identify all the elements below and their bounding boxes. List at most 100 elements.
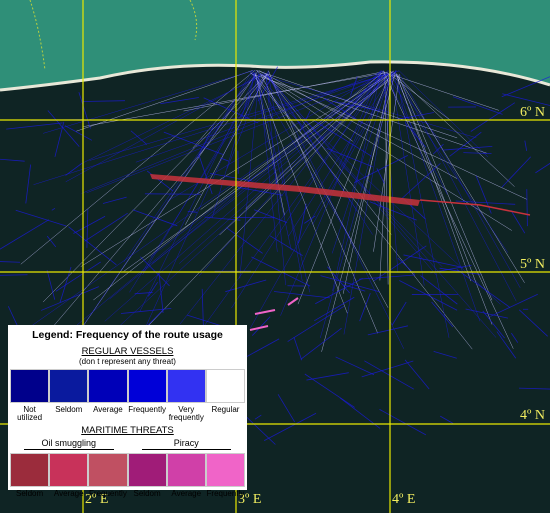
route-line: [39, 70, 382, 356]
vessel-routes: [0, 66, 550, 447]
route-line: [384, 71, 389, 285]
route-line: [293, 336, 303, 361]
route-line: [333, 100, 381, 112]
route-line: [251, 71, 357, 250]
route-line: [250, 72, 443, 267]
legend: Legend: Frequency of the route usage REG…: [8, 325, 247, 498]
legend-swatch: [88, 369, 128, 403]
route-line: [304, 373, 355, 408]
route-line: [220, 157, 229, 162]
route-line: [201, 288, 204, 328]
route-line: [502, 93, 550, 106]
route-line: [367, 325, 409, 336]
route-line: [391, 301, 407, 326]
route-line: [130, 130, 148, 145]
route-line: [257, 66, 279, 102]
route-line: [219, 72, 396, 236]
route-line: [46, 235, 57, 248]
threat-route: [419, 199, 531, 216]
route-line: [255, 74, 311, 293]
route-line: [254, 414, 262, 420]
route-line: [385, 73, 509, 253]
route-line: [439, 415, 454, 424]
legend-groups: Oil smuggling Seldom Average Frequently Pira…: [10, 436, 246, 498]
route-line: [250, 72, 312, 146]
legend-swatch: [205, 369, 246, 403]
route-line: [209, 173, 253, 182]
route-line: [399, 73, 521, 289]
route-line: [81, 70, 384, 194]
legend-swatch: [49, 369, 89, 403]
route-line: [398, 69, 489, 158]
route-line: [384, 74, 448, 195]
route-line: [456, 269, 511, 308]
route-line: [0, 158, 25, 162]
route-line: [501, 76, 550, 98]
route-line: [0, 261, 21, 263]
route-line: [254, 209, 288, 224]
route-line: [15, 209, 67, 227]
legend-label: Seldom: [133, 489, 161, 498]
route-line: [327, 266, 350, 294]
latitude-label: 5º N: [520, 257, 545, 272]
route-line: [147, 281, 159, 297]
legend-swatch: [205, 453, 246, 487]
route-line: [404, 122, 427, 148]
longitude-label: 3º E: [238, 492, 261, 507]
route-line: [83, 100, 125, 102]
route-line: [314, 296, 355, 322]
route-line: [275, 100, 280, 106]
route-line: [449, 131, 482, 157]
route-line: [46, 269, 56, 300]
route-line: [141, 72, 261, 337]
piracy-route: [249, 297, 299, 331]
longitude-label: 4º E: [392, 492, 415, 507]
route-line: [163, 131, 224, 155]
route-line: [42, 74, 267, 303]
route-line: [342, 71, 392, 294]
route-line: [65, 162, 83, 176]
route-line: [501, 156, 532, 188]
route-line: [64, 125, 93, 141]
route-line: [244, 72, 256, 122]
longitude-label: 2º E: [85, 492, 108, 507]
route-line: [274, 291, 330, 299]
legend-swatch: [166, 369, 206, 403]
land: [0, 0, 550, 90]
legend-item: Regular: [205, 369, 246, 422]
route-line: [255, 74, 473, 350]
route-line: [482, 310, 505, 339]
legend-label: Frequently: [206, 489, 245, 498]
route-line: [524, 140, 528, 152]
route-line: [178, 70, 397, 264]
route-line: [338, 70, 383, 167]
route-line: [395, 72, 472, 282]
legend-label: Average: [93, 405, 123, 414]
route-line: [65, 73, 263, 183]
route-line: [463, 152, 492, 154]
route-line: [304, 215, 316, 224]
legend-swatch: [88, 453, 128, 487]
legend-row: Not utilized Seldom Average Frequently Very …: [10, 369, 246, 422]
route-line: [396, 73, 525, 283]
legend-label: Regular: [211, 405, 240, 414]
route-line: [204, 216, 241, 221]
route-line: [403, 254, 464, 268]
route-line: [519, 387, 550, 390]
legend-swatch: [127, 453, 167, 487]
route-line: [211, 70, 257, 219]
route-line: [277, 394, 296, 423]
route-line: [259, 74, 528, 200]
legend-item: Average: [49, 453, 89, 498]
legend-label: Average: [171, 489, 202, 498]
route-line: [185, 73, 268, 225]
latitude-label: 4º N: [520, 408, 545, 423]
route-line: [306, 372, 349, 381]
route-line: [350, 76, 358, 96]
route-line: [142, 71, 265, 276]
route-line: [315, 278, 363, 305]
route-line: [312, 119, 372, 157]
route-line: [321, 74, 395, 352]
